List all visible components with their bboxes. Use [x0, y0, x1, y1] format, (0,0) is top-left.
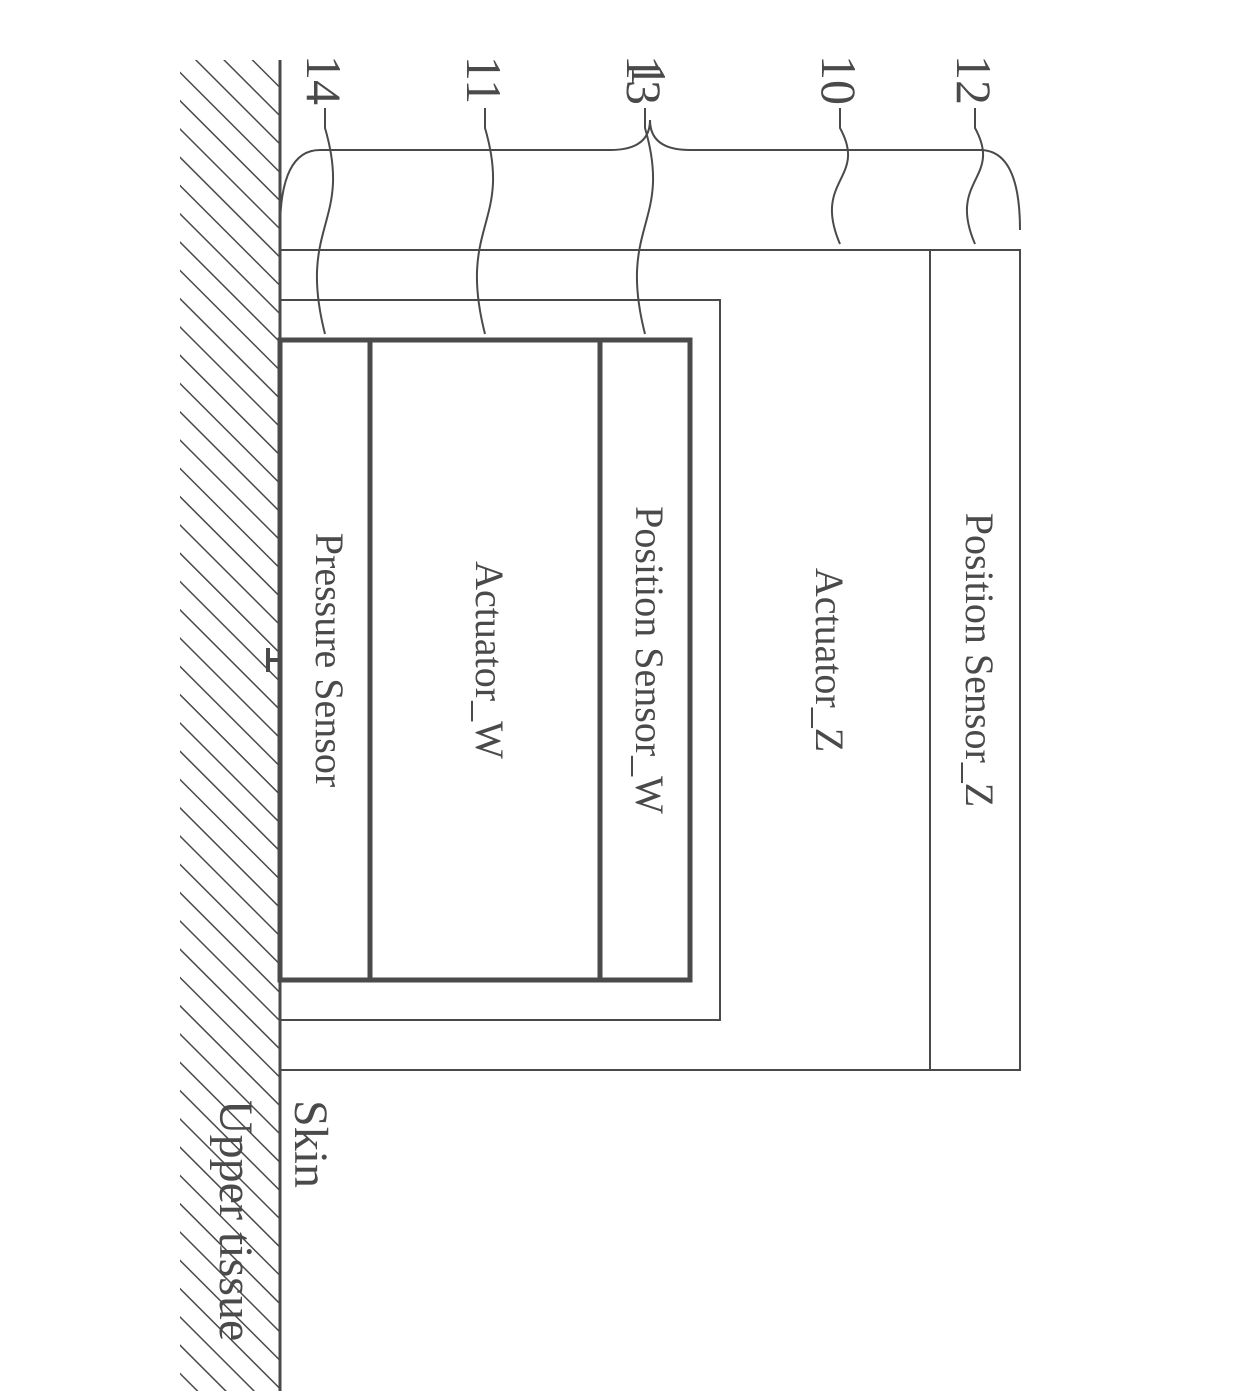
- pressure-sensor-label: Pressure Sensor: [307, 533, 352, 787]
- actuator-w-label: Actuator_W: [467, 561, 512, 759]
- position-sensor-z-label: Position Sensor_Z: [957, 513, 1002, 807]
- leader-14-label: 14: [296, 55, 352, 105]
- group-brace: [280, 120, 1020, 230]
- position-sensor-w-label: Position Sensor_W: [627, 506, 672, 814]
- diagram-root: Skin Upper tissue Position Sensor_Z Actuato…: [180, 55, 1020, 1391]
- leader-10-label: 10: [811, 55, 867, 105]
- upper-tissue-label: Upper tissue: [209, 1100, 262, 1341]
- leader-12-label: 12: [946, 55, 1002, 105]
- leader-13-label: 13: [616, 55, 672, 105]
- leader-10-line: [832, 108, 848, 244]
- leader-12-line: [967, 108, 983, 244]
- leader-11-label: 11: [456, 56, 512, 104]
- skin-label: Skin: [284, 1100, 337, 1188]
- actuator-z-label: Actuator_Z: [807, 568, 852, 752]
